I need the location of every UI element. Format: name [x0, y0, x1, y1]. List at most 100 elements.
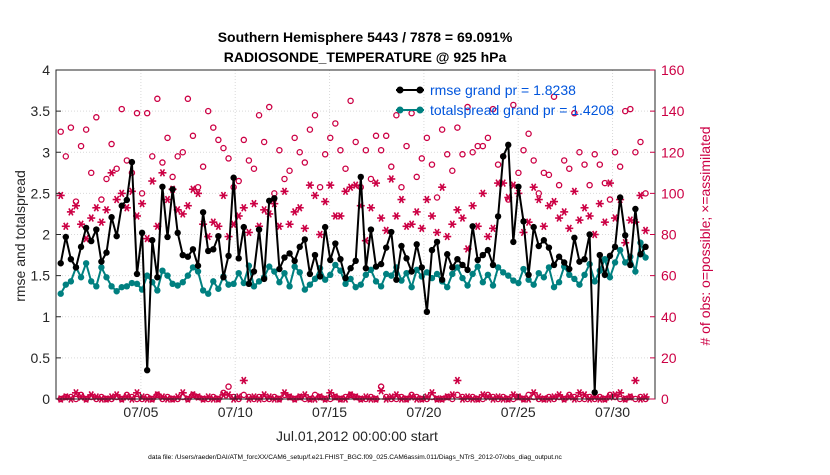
totalspread-point	[449, 270, 456, 278]
legend-rmse-label: rmse grand pr = 1.8238	[430, 82, 576, 98]
totalspread-point	[123, 283, 131, 290]
obs-assimilated-stroke	[429, 388, 435, 397]
rmse-point	[128, 158, 136, 166]
totalspread-point	[398, 277, 405, 284]
rmse-point	[367, 226, 375, 233]
obs-assimilated-stroke	[220, 191, 227, 200]
obs-possible-marker	[87, 169, 95, 177]
obs-assimilated-marker	[372, 179, 381, 187]
totalspread-point	[230, 280, 237, 288]
obs-assimilated-marker	[300, 224, 309, 233]
obs-assimilated-stroke	[459, 214, 466, 222]
rmse-point	[535, 242, 542, 250]
totalspread-point	[321, 276, 329, 283]
obs-assimilated-stroke	[530, 388, 537, 397]
obs-possible-marker	[388, 163, 395, 170]
obs-assimilated-low-marker	[616, 388, 625, 397]
obs-assimilated-marker	[488, 224, 497, 233]
obs-assimilated-marker	[433, 228, 442, 237]
obs-assimilated-stroke	[124, 203, 130, 212]
obs-assimilated-marker	[570, 187, 579, 196]
obs-possible-marker	[215, 136, 222, 144]
obs-assimilated-stroke	[546, 201, 552, 210]
obs-possible-marker	[398, 183, 405, 191]
totalspread-point	[525, 276, 532, 283]
rmse-point	[291, 257, 298, 265]
obs-possible-marker	[611, 148, 619, 156]
obs-possible-marker	[479, 142, 487, 150]
y-tick-label-left: 1.5	[31, 268, 51, 284]
obs-assimilated-stroke	[88, 391, 94, 399]
footer-data-file: data file: /Users/raeder/DAI/ATM_forcXX/…	[148, 454, 562, 461]
rmse-point	[138, 229, 146, 237]
rmse-point	[93, 226, 100, 233]
obs-possible-marker	[627, 105, 634, 113]
obs-possible-marker	[362, 146, 370, 154]
rmse-point	[611, 243, 619, 251]
rmse-point	[154, 274, 161, 281]
obs-assimilated-stroke	[281, 388, 288, 397]
obs-assimilated-low-marker	[580, 391, 589, 399]
totalspread-point	[362, 271, 370, 279]
obs-assimilated-stroke	[134, 388, 140, 397]
obs-assimilated-stroke	[337, 212, 344, 220]
rmse-point	[606, 252, 614, 260]
totalspread-point	[408, 283, 415, 291]
obs-assimilated-stroke	[307, 181, 313, 190]
obs-assimilated-stroke	[261, 391, 267, 399]
rmse-point	[123, 196, 131, 204]
obs-assimilated-marker	[92, 203, 101, 212]
rmse-point	[62, 233, 70, 241]
y-tick-label-left: 0.5	[31, 350, 51, 366]
y-tick-label-right: 100	[661, 185, 685, 201]
obs-possible-marker	[245, 157, 253, 164]
obs-assimilated-stroke	[261, 205, 267, 214]
rmse-point	[245, 280, 253, 288]
obs-assimilated-stroke	[139, 199, 145, 208]
rmse-point	[408, 268, 415, 275]
totalspread-point	[444, 283, 451, 291]
obs-possible-marker	[93, 114, 100, 121]
rmse-point	[230, 174, 237, 181]
obs-possible-marker	[337, 146, 344, 154]
rmse-point	[474, 256, 481, 264]
rmse-point	[393, 276, 400, 283]
obs-assimilated-stroke	[63, 222, 69, 231]
obs-assimilated-marker	[336, 212, 345, 220]
obs-assimilated-stroke	[480, 391, 486, 399]
totalspread-point	[164, 272, 171, 279]
rmse-point	[423, 308, 431, 316]
obs-possible-marker	[596, 161, 604, 168]
rmse-point	[118, 202, 125, 209]
obs-assimilated-marker	[529, 183, 538, 192]
totalspread-point	[382, 270, 390, 278]
legend-rmse-marker-right	[416, 86, 424, 94]
rmse-point	[515, 183, 522, 190]
obs-assimilated-stroke	[419, 224, 425, 233]
totalspread-point	[118, 283, 125, 291]
obs-assimilated-stroke	[551, 197, 557, 206]
legend-spread-marker-right	[416, 106, 424, 114]
obs-assimilated-stroke	[327, 181, 333, 190]
rmse-point	[464, 266, 471, 274]
rmse-point	[82, 224, 90, 232]
obs-assimilated-stroke	[449, 391, 456, 399]
totalspread-point	[108, 283, 115, 290]
totalspread-point	[103, 274, 110, 281]
obs-assimilated-stroke	[159, 168, 166, 177]
totalspread-point	[469, 270, 476, 278]
totalspread-point	[225, 281, 232, 288]
obs-assimilated-marker	[66, 208, 75, 216]
rmse-point	[108, 214, 115, 221]
totalspread-point	[82, 260, 90, 267]
obs-assimilated-marker	[539, 222, 548, 231]
obs-assimilated-stroke	[454, 205, 461, 214]
totalspread-point	[255, 278, 263, 285]
obs-assimilated-stroke	[475, 222, 481, 231]
rmse-point	[525, 271, 532, 279]
obs-assimilated-marker	[392, 212, 401, 220]
obs-assimilated-marker	[305, 181, 314, 190]
obs-assimilated-low-marker	[71, 388, 80, 397]
x-axis-label: Jul.01,2012 00:00:00 start	[276, 428, 438, 444]
obs-assimilated-marker	[112, 195, 121, 204]
